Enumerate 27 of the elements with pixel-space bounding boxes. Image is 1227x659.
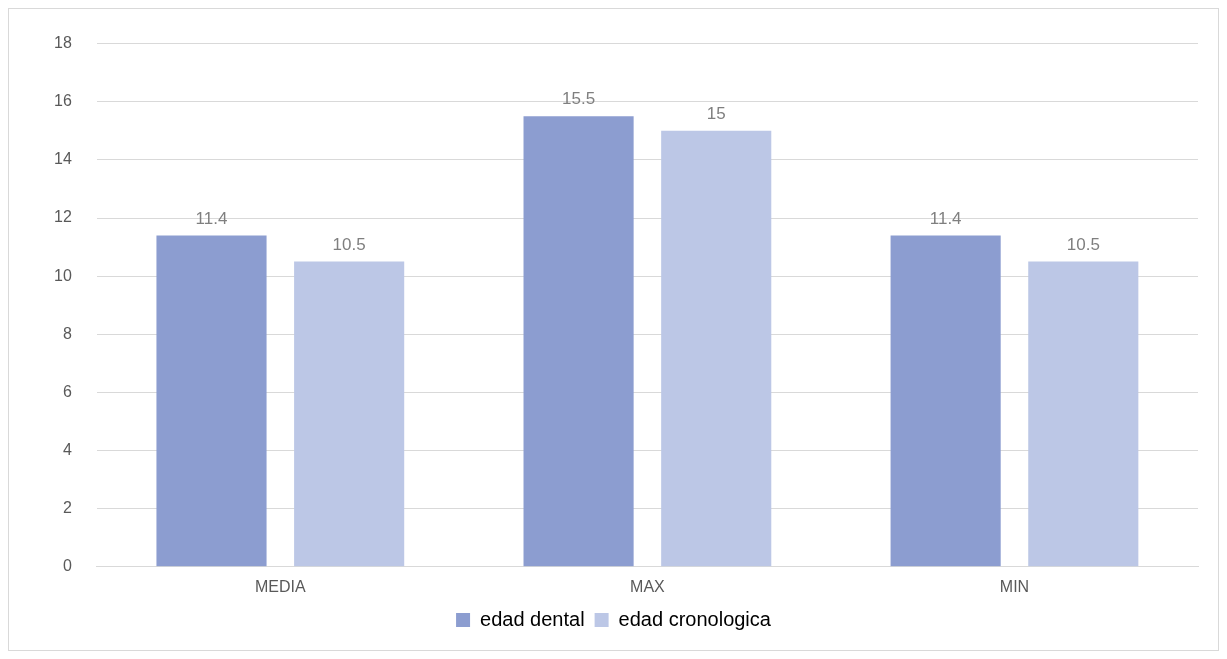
data-label: 11.4 <box>929 208 962 228</box>
y-tick-label: 18 <box>54 34 72 52</box>
y-tick-label: 16 <box>54 92 72 110</box>
data-label: 15 <box>706 103 726 123</box>
x-tick-label: MIN <box>999 577 1030 595</box>
data-label: 10.5 <box>1066 234 1100 254</box>
data-label: 15.5 <box>562 89 596 109</box>
y-tick-label: 12 <box>54 208 72 226</box>
y-tick-label: 8 <box>62 324 72 342</box>
y-tick-label: 4 <box>62 440 72 458</box>
bar <box>294 261 405 567</box>
bar <box>1028 261 1139 567</box>
y-tick-label: 14 <box>54 150 72 168</box>
legend-label: edad dental <box>480 607 585 630</box>
x-tick-label: MEDIA <box>254 577 306 595</box>
data-label: 11.4 <box>195 208 228 228</box>
y-tick-label: 10 <box>54 266 72 284</box>
y-tick-label: 0 <box>62 557 72 575</box>
y-tick-label: 6 <box>62 382 72 400</box>
legend-label: edad cronologica <box>618 607 772 630</box>
bar <box>661 130 772 567</box>
x-tick-label: MAX <box>630 577 666 595</box>
bar <box>156 235 267 567</box>
data-label: 10.5 <box>332 234 366 254</box>
y-tick-label: 2 <box>62 499 72 517</box>
bar <box>523 116 634 567</box>
bar <box>890 235 1001 567</box>
